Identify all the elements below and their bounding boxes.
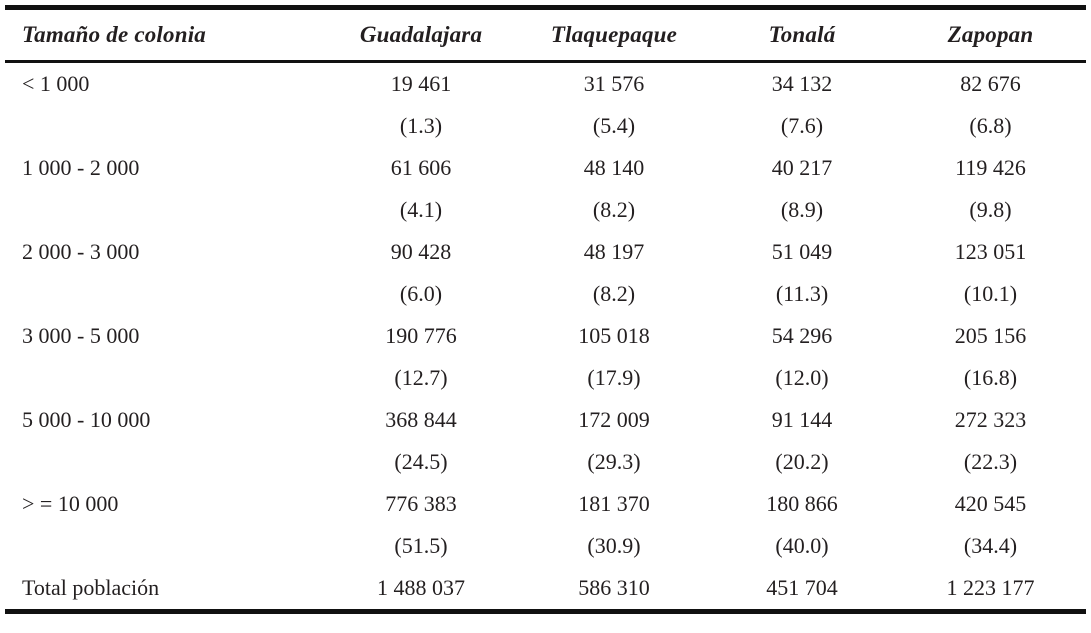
population-value-cell: 368 844 bbox=[385, 407, 457, 432]
population-value-cell: 180 866 bbox=[766, 491, 838, 516]
table-row-values: 1 000 - 2 000 61 606 48 140 40 217 119 426 bbox=[5, 147, 1086, 189]
table-row-total: Total población 1 488 037 586 310 451 704 1 … bbox=[5, 567, 1086, 612]
row-label-empty bbox=[5, 525, 323, 567]
col-header-tlaquepaque: Tlaquepaque bbox=[519, 7, 709, 63]
population-value-cell: 51 049 bbox=[771, 239, 833, 264]
table-header: Tamaño de colonia Guadalajara Tlaquepaqu… bbox=[5, 7, 1086, 63]
total-row-label: Total población bbox=[22, 575, 160, 600]
percent-value-cell: (1.3) bbox=[399, 113, 443, 138]
table-row-values: > = 10 000 776 383 181 370 180 866 420 545 bbox=[5, 483, 1086, 525]
population-value-cell: 19 461 bbox=[390, 71, 452, 96]
population-value-cell: 61 606 bbox=[390, 155, 452, 180]
population-value-cell: 105 018 bbox=[578, 323, 650, 348]
population-value-cell: 91 144 bbox=[771, 407, 833, 432]
population-value-cell: 119 426 bbox=[955, 155, 1026, 180]
table-row-percents: (4.1) (8.2) (8.9) (9.8) bbox=[5, 189, 1086, 231]
percent-value-cell: (30.9) bbox=[587, 533, 641, 558]
percent-value-cell: (22.3) bbox=[963, 449, 1018, 474]
row-label: 2 000 - 3 000 bbox=[22, 239, 140, 264]
population-value-cell: 181 370 bbox=[578, 491, 650, 516]
row-label: 3 000 - 5 000 bbox=[22, 323, 140, 348]
row-label: > = 10 000 bbox=[22, 491, 119, 516]
population-table-container: Tamaño de colonia Guadalajara Tlaquepaqu… bbox=[5, 5, 1086, 614]
percent-value-cell: (24.5) bbox=[394, 449, 448, 474]
total-population-cell: 586 310 bbox=[578, 575, 650, 600]
col-header-guadalajara: Guadalajara bbox=[323, 7, 519, 63]
percent-value-cell: (29.3) bbox=[587, 449, 641, 474]
row-label-empty bbox=[5, 105, 323, 147]
table-body: < 1 000 19 461 31 576 34 132 82 676 (1.3) (5.4… bbox=[5, 62, 1086, 612]
table-row-percents: (1.3) (5.4) (7.6) (6.8) bbox=[5, 105, 1086, 147]
row-label-empty bbox=[5, 441, 323, 483]
population-value-cell: 172 009 bbox=[578, 407, 650, 432]
row-label-empty bbox=[5, 273, 323, 315]
population-value-cell: 123 051 bbox=[954, 239, 1027, 264]
percent-value-cell: (6.0) bbox=[399, 281, 443, 306]
row-label: < 1 000 bbox=[22, 71, 90, 96]
row-label: 1 000 - 2 000 bbox=[22, 155, 140, 180]
total-population-cell: 1 488 037 bbox=[377, 575, 465, 600]
percent-value-cell: (11.3) bbox=[775, 281, 829, 306]
percent-value-cell: (51.5) bbox=[394, 533, 448, 558]
percent-value-cell: (12.7) bbox=[394, 365, 448, 390]
table-row-percents: (12.7) (17.9) (12.0) (16.8) bbox=[5, 357, 1086, 399]
percent-value-cell: (16.8) bbox=[963, 365, 1018, 390]
percent-value-cell: (17.9) bbox=[587, 365, 641, 390]
total-population-cell: 1 223 177 bbox=[946, 575, 1035, 600]
table-row-values: 3 000 - 5 000 190 776 105 018 54 296 205 156 bbox=[5, 315, 1086, 357]
population-value-cell: 34 132 bbox=[771, 71, 833, 96]
header-row: Tamaño de colonia Guadalajara Tlaquepaqu… bbox=[5, 7, 1086, 63]
table-row-values: < 1 000 19 461 31 576 34 132 82 676 bbox=[5, 62, 1086, 106]
percent-value-cell: (9.8) bbox=[969, 197, 1012, 222]
percent-value-cell: (8.2) bbox=[592, 281, 636, 306]
table-row-percents: (6.0) (8.2) (11.3) (10.1) bbox=[5, 273, 1086, 315]
population-value-cell: 40 217 bbox=[771, 155, 833, 180]
table-row-values: 2 000 - 3 000 90 428 48 197 51 049 123 051 bbox=[5, 231, 1086, 273]
percent-value-cell: (8.9) bbox=[780, 197, 824, 222]
percent-value-cell: (8.2) bbox=[592, 197, 636, 222]
row-label: 5 000 - 10 000 bbox=[22, 407, 151, 432]
population-value-cell: 205 156 bbox=[954, 323, 1027, 348]
row-label-empty bbox=[5, 357, 323, 399]
population-value-cell: 48 140 bbox=[583, 155, 645, 180]
population-value-cell: 420 545 bbox=[954, 491, 1027, 516]
table-row-values: 5 000 - 10 000 368 844 172 009 91 144 272 32… bbox=[5, 399, 1086, 441]
percent-value-cell: (34.4) bbox=[963, 533, 1018, 558]
population-value-cell: 190 776 bbox=[385, 323, 457, 348]
population-value-cell: 90 428 bbox=[390, 239, 452, 264]
population-value-cell: 54 296 bbox=[771, 323, 833, 348]
population-value-cell: 272 323 bbox=[954, 407, 1027, 432]
population-value-cell: 31 576 bbox=[583, 71, 645, 96]
row-label-empty bbox=[5, 189, 323, 231]
col-header-zapopan: Zapopan bbox=[895, 7, 1086, 63]
population-value-cell: 48 197 bbox=[583, 239, 645, 264]
percent-value-cell: (20.2) bbox=[775, 449, 829, 474]
total-population-cell: 451 704 bbox=[766, 575, 838, 600]
table-row-percents: (24.5) (29.3) (20.2) (22.3) bbox=[5, 441, 1086, 483]
percent-value-cell: (7.6) bbox=[780, 113, 824, 138]
percent-value-cell: (6.8) bbox=[969, 113, 1012, 138]
population-value-cell: 776 383 bbox=[385, 491, 457, 516]
percent-value-cell: (12.0) bbox=[775, 365, 829, 390]
percent-value-cell: (5.4) bbox=[592, 113, 636, 138]
percent-value-cell: (4.1) bbox=[399, 197, 443, 222]
population-value-cell: 82 676 bbox=[960, 71, 1021, 96]
colonia-size-population-table: Tamaño de colonia Guadalajara Tlaquepaqu… bbox=[5, 5, 1086, 614]
percent-value-cell: (40.0) bbox=[775, 533, 829, 558]
col-header-tonala: Tonalá bbox=[709, 7, 895, 63]
table-row-percents: (51.5) (30.9) (40.0) (34.4) bbox=[5, 525, 1086, 567]
col-header-tamano-de-colonia: Tamaño de colonia bbox=[5, 7, 323, 63]
percent-value-cell: (10.1) bbox=[963, 281, 1018, 306]
